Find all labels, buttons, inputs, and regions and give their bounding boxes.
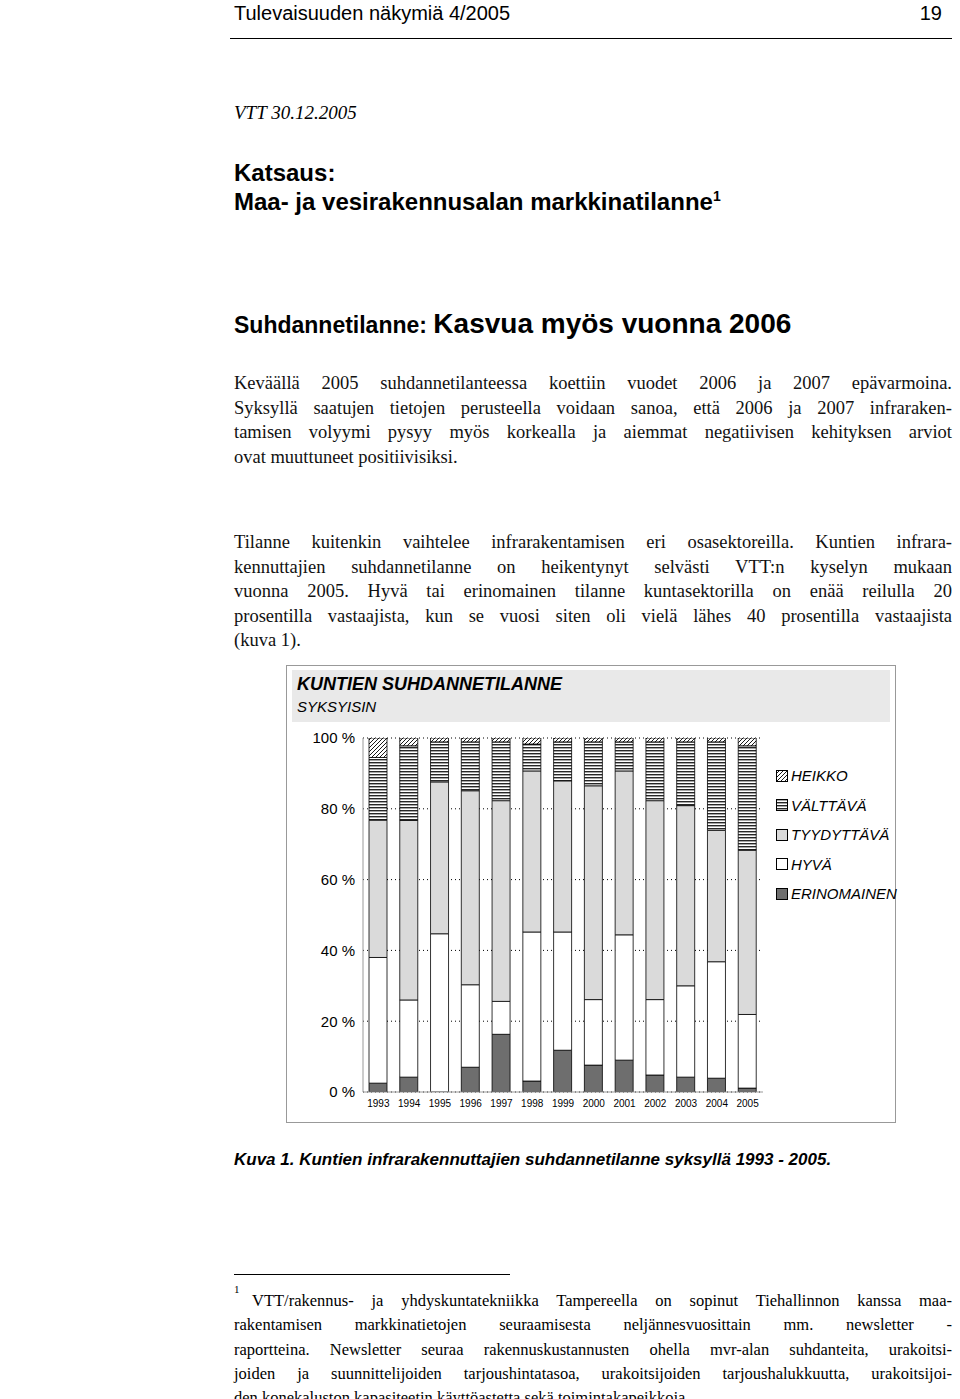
svg-text:40 %: 40 % — [321, 942, 355, 959]
svg-text:20 %: 20 % — [321, 1013, 355, 1030]
html-text:raportteina. Newsletter seuraa: raportteina. Newsletter seuraa rakennusk… — [234, 1339, 952, 1359]
html-text:19: 19 — [919, 2, 942, 24]
html-text:ovat muuttuneet positiivisiksi: ovat muuttuneet positiivisiksi. — [234, 446, 458, 467]
html-text:Katsaus:: Katsaus: — [234, 159, 336, 186]
html-text:Kuva 1. Kuntien infrarakennutt: Kuva 1. Kuntien infrarakennuttajien suhd… — [234, 1150, 832, 1169]
html-text:HEIKKO: HEIKKO — [791, 767, 848, 784]
svg-text:1999: 1999 — [552, 1098, 575, 1109]
html-text:VTT/rakennus- ja yhdyskuntatek: VTT/rakennus- ja yhdyskuntatekniikka Tam… — [252, 1291, 952, 1310]
svg-text:2000: 2000 — [583, 1098, 606, 1109]
html-text:rakentamisen markkinatietojen: rakentamisen markkinatietojen seuraamise… — [234, 1315, 952, 1335]
svg-text:2003: 2003 — [675, 1098, 698, 1109]
html-text:Maa- ja vesirakennusalan markk: Maa- ja vesirakennusalan markkinatilanne… — [234, 188, 721, 215]
svg-text:1998: 1998 — [521, 1098, 544, 1109]
html-text:Tilanne kuitenkin vaihtelee in: Tilanne kuitenkin vaihtelee infrarakenta… — [234, 532, 952, 552]
html-text:KUNTIEN SUHDANNETILANNE: KUNTIEN SUHDANNETILANNE — [297, 674, 562, 694]
html-text:Keväällä 2005 suhdannetilantee: Keväällä 2005 suhdannetilanteessa koetti… — [234, 373, 952, 393]
html-text:vuonna 2005. Hyvä tai erinomai: vuonna 2005. Hyvä tai erinomainen tilann… — [234, 581, 952, 601]
svg-text:60 %: 60 % — [321, 871, 355, 888]
html-text:Tulevaisuuden näkymiä 4/2005: Tulevaisuuden näkymiä 4/2005 — [234, 2, 511, 24]
html-text:VÄLTTÄVÄ: VÄLTTÄVÄ — [791, 796, 867, 814]
html-text:prosentilla vastaajista, kun s: prosentilla vastaajista, kun se vuosi si… — [234, 605, 952, 626]
svg-text:1995: 1995 — [429, 1098, 452, 1109]
svg-text:1994: 1994 — [398, 1098, 421, 1109]
svg-text:2004: 2004 — [706, 1098, 729, 1109]
html-text:Syksyllä saatujen tietojen per: Syksyllä saatujen tietojen perusteella v… — [234, 397, 952, 418]
html-text:(kuva 1).: (kuva 1). — [234, 630, 301, 650]
html-text:tamisen volyymi pysyy myös kor: tamisen volyymi pysyy myös korkealla ja … — [234, 422, 952, 442]
svg-text:0 %: 0 % — [329, 1083, 355, 1100]
html-text:1: 1 — [234, 1283, 240, 1295]
html-text:SYKSYISIN: SYKSYISIN — [297, 698, 377, 715]
svg-text:2001: 2001 — [613, 1098, 636, 1109]
html-text:HYVÄ: HYVÄ — [791, 855, 832, 873]
svg-text:1993: 1993 — [367, 1098, 390, 1109]
svg-text:2002: 2002 — [644, 1098, 667, 1109]
html-text:TYYDYTTÄVÄ: TYYDYTTÄVÄ — [791, 826, 890, 843]
html-text:kennuttajien suhdannetilanne o: kennuttajien suhdannetilanne on heikenty… — [234, 556, 952, 577]
html-text:ERINOMAINEN: ERINOMAINEN — [791, 885, 897, 902]
svg-text:1996: 1996 — [460, 1098, 483, 1109]
html-text:VTT 30.12.2005: VTT 30.12.2005 — [234, 102, 357, 123]
svg-text:80 %: 80 % — [321, 800, 355, 817]
html-text:joiden ja suunnittelijoiden ta: joiden ja suunnittelijoiden tarjoushinta… — [234, 1363, 952, 1383]
svg-text:100 %: 100 % — [312, 729, 355, 746]
html-text:Suhdannetilanne: Kasvua myös v: Suhdannetilanne: Kasvua myös vuonna 2006 — [234, 308, 792, 339]
svg-text:2005: 2005 — [736, 1098, 759, 1109]
svg-text:1997: 1997 — [490, 1098, 513, 1109]
